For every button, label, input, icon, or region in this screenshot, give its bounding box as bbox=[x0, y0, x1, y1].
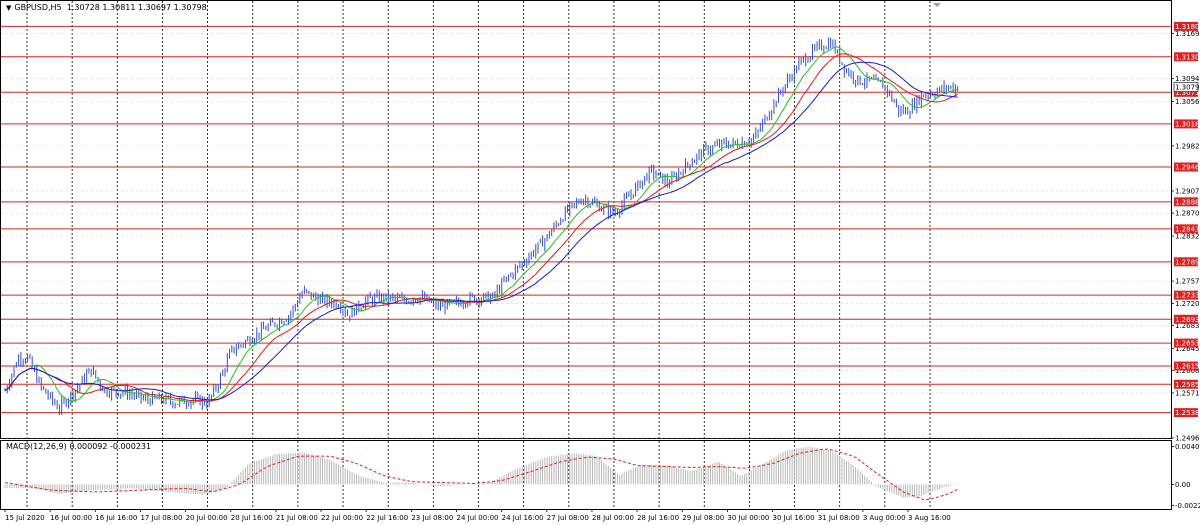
y-tick-label: 1.31690 bbox=[1175, 30, 1200, 38]
x-tick-label: 16 Jul 16:00 bbox=[95, 514, 137, 522]
level-badge bbox=[1174, 290, 1198, 300]
level-badge bbox=[1174, 162, 1198, 172]
x-tick-label: 24 Jul 00:00 bbox=[457, 514, 499, 522]
current-price-label: 1.30798 bbox=[1175, 84, 1200, 92]
x-tick-label: 22 Jul 16:00 bbox=[366, 514, 408, 522]
level-badge bbox=[1174, 119, 1198, 129]
level-badge-label: 1.31807 bbox=[1175, 23, 1200, 31]
level-badge-label: 1.26157 bbox=[1175, 363, 1200, 371]
level-badge bbox=[1174, 338, 1198, 348]
level-badge-label: 1.25382 bbox=[1175, 409, 1200, 417]
y-tick-label: 1.27570 bbox=[1175, 278, 1200, 286]
level-badge-label: 1.25854 bbox=[1175, 381, 1200, 389]
symbol-info: ▼ GBPUSD,H5 1.30728 1.30811 1.30697 1.307… bbox=[6, 3, 207, 12]
x-tick-label: 20 Jul 16:00 bbox=[231, 514, 273, 522]
ma-slow-line bbox=[4, 61, 958, 401]
level-badge-label: 1.26935 bbox=[1175, 316, 1200, 324]
y-tick-label: 1.28700 bbox=[1175, 210, 1200, 218]
macd-y-tick-label: 0.004006 bbox=[1175, 443, 1200, 451]
level-badge bbox=[1174, 408, 1198, 418]
y-tick-label: 1.26450 bbox=[1175, 345, 1200, 353]
level-badge-label: 1.31302 bbox=[1175, 53, 1200, 61]
y-tick-label: 1.27200 bbox=[1175, 300, 1200, 308]
y-tick-label: 1.26080 bbox=[1175, 367, 1200, 375]
level-badge bbox=[1174, 224, 1198, 234]
y-tick-label: 1.26830 bbox=[1175, 322, 1200, 330]
level-badge bbox=[1174, 197, 1198, 207]
macd-values: 0.000092 -0.000231 bbox=[69, 442, 152, 451]
x-tick-label: 30 Jul 00:00 bbox=[727, 514, 769, 522]
chart-shift-icon bbox=[933, 3, 941, 7]
x-tick-label: 27 Jul 08:00 bbox=[547, 514, 589, 522]
y-tick-label: 1.30940 bbox=[1175, 75, 1200, 83]
macd-histogram-group bbox=[4, 446, 959, 498]
ma-fast-line bbox=[4, 46, 958, 403]
x-tick-label: 23 Jul 08:00 bbox=[411, 514, 453, 522]
x-tick-label: 31 Jul 08:00 bbox=[818, 514, 860, 522]
y-tick-label: 1.29820 bbox=[1175, 142, 1200, 150]
x-tick-label: 16 Jul 00:00 bbox=[50, 514, 92, 522]
y-tick-label: 1.28320 bbox=[1175, 233, 1200, 241]
ohlc-readout: 1.30728 1.30811 1.30697 1.30798 bbox=[66, 3, 207, 12]
level-badge-label: 1.28889 bbox=[1175, 198, 1200, 206]
x-tick-label: 3 Aug 00:00 bbox=[863, 514, 906, 522]
current-price-badge bbox=[1173, 82, 1199, 92]
macd-name: MACD(12,26,9) bbox=[6, 442, 67, 451]
x-tick-label: 28 Jul 00:00 bbox=[592, 514, 634, 522]
level-badge-label: 1.26539 bbox=[1175, 340, 1200, 348]
x-tick-label: 22 Jul 00:00 bbox=[321, 514, 363, 522]
y-tick-label: 1.24960 bbox=[1175, 435, 1200, 443]
level-badge bbox=[1174, 361, 1198, 371]
level-badge bbox=[1174, 314, 1198, 324]
y-tick-label: 1.25710 bbox=[1175, 389, 1200, 397]
level-badge bbox=[1174, 379, 1198, 389]
x-tick-label: 21 Jul 08:00 bbox=[276, 514, 318, 522]
macd-info: MACD(12,26,9) 0.000092 -0.000231 bbox=[6, 442, 151, 451]
x-tick-label: 17 Jul 08:00 bbox=[140, 514, 182, 522]
x-tick-label: 24 Jul 16:00 bbox=[502, 514, 544, 522]
level-badge bbox=[1174, 257, 1198, 267]
x-tick-label: 3 Aug 16:00 bbox=[908, 514, 951, 522]
x-tick-label: 15 Jul 2020 bbox=[5, 514, 45, 522]
level-badge-label: 1.29468 bbox=[1175, 164, 1200, 172]
macd-y-tick-label: 0.00 bbox=[1175, 481, 1191, 489]
x-tick-label: 20 Jul 00:00 bbox=[186, 514, 228, 522]
candles-group bbox=[4, 37, 959, 416]
level-badge-label: 1.27336 bbox=[1175, 292, 1200, 300]
level-badge-label: 1.28439 bbox=[1175, 225, 1200, 233]
y-tick-label: 1.29070 bbox=[1175, 187, 1200, 195]
symbol-timeframe: GBPUSD,H5 bbox=[14, 3, 62, 12]
level-badge bbox=[1174, 87, 1198, 97]
triangle-down-icon[interactable]: ▼ bbox=[6, 4, 12, 12]
x-tick-label: 30 Jul 16:00 bbox=[773, 514, 815, 522]
macd-y-tick-label: -0.00221 bbox=[1175, 502, 1200, 510]
x-tick-label: 28 Jul 16:00 bbox=[637, 514, 679, 522]
level-badge bbox=[1174, 52, 1198, 62]
ma-mid-line bbox=[4, 53, 958, 402]
level-badge-label: 1.30185 bbox=[1175, 120, 1200, 128]
x-tick-label: 29 Jul 08:00 bbox=[682, 514, 724, 522]
y-tick-label: 1.30560 bbox=[1175, 98, 1200, 106]
level-badge bbox=[1174, 21, 1198, 31]
